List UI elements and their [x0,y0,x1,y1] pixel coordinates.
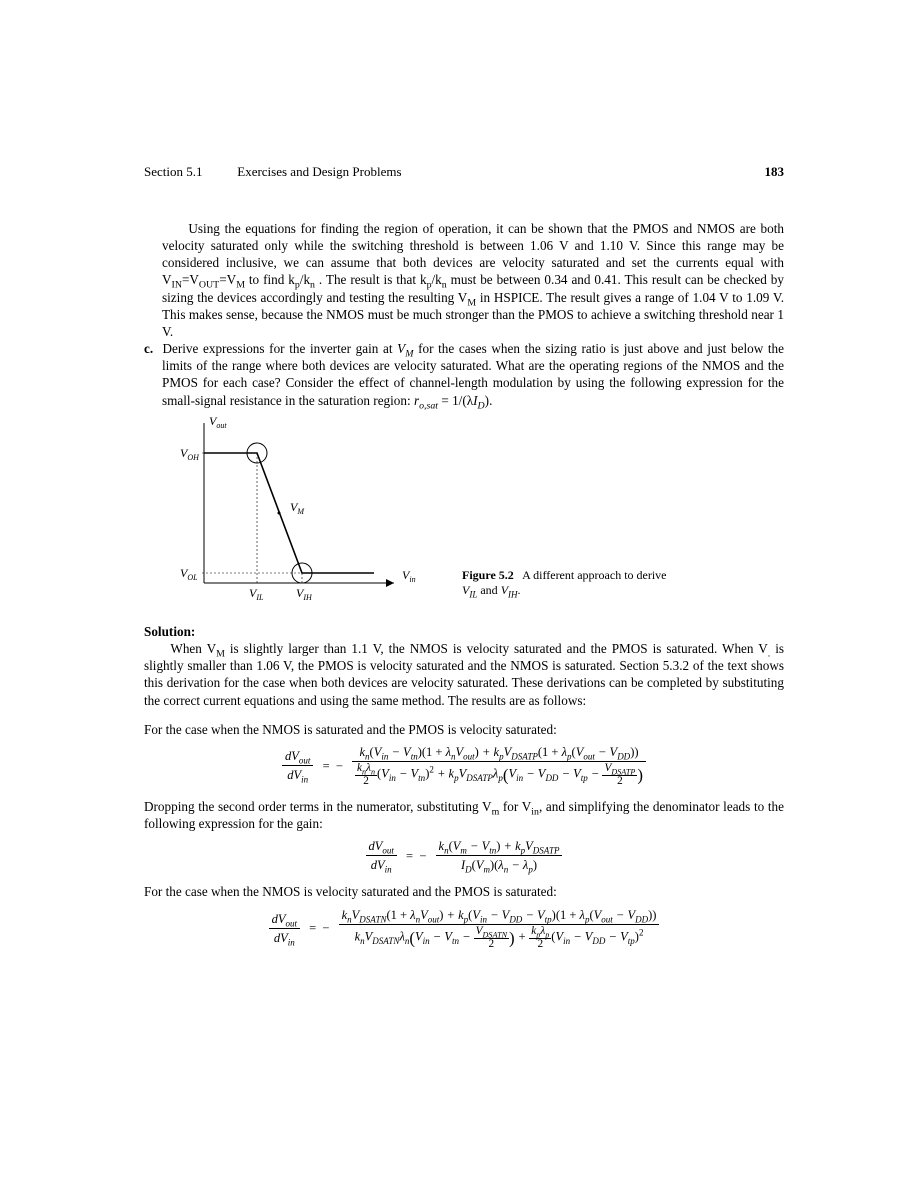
text: ). [485,393,493,408]
case1-intro: For the case when the NMOS is saturated … [144,721,784,738]
var-vil: VIL [462,583,477,597]
svg-text:VOH: VOH [180,446,200,462]
text: to find k [245,272,295,287]
text: = 1/(λ [438,393,473,408]
svg-text:VOL: VOL [180,566,198,582]
solution-heading: Solution: [144,623,784,640]
text: and [477,583,500,597]
text: M [216,641,225,656]
text: is slightly larger than 1.1 V, the NMOS … [225,641,768,656]
problem-c: c. Derive expressions for the inverter g… [144,340,784,409]
equation-case1-simplified: dVout dVin = − kn(Vm − Vtn) + kpVDSATP I… [144,838,784,874]
text: Dropping the second order terms in the n… [144,799,492,814]
var-rosat: ro,sat [414,393,438,408]
var-vm: VM [397,341,413,356]
equation-case2-full: dVout dVin = − knVDSATN(1 + λnVout) + kp… [144,907,784,951]
solution-paragraph: When VM is slightly larger than 1.1 V, t… [144,640,784,709]
page: Section 5.1 Exercises and Design Problem… [144,164,784,960]
text: A different approach to derive [522,568,666,582]
text: IN [172,272,182,287]
svg-text:Vin: Vin [402,568,416,584]
text: in [531,799,539,814]
text: OUT [199,272,219,287]
text: =V [219,272,236,287]
text: . The result is that k [315,272,427,287]
equation-case1-full: dVout dVin = − kn(Vin − Vtn)(1 + λnVout)… [144,744,784,788]
var-id: ID [473,393,485,408]
caption-label: Figure 5.2 [462,568,514,582]
header-title: Exercises and Design Problems [237,164,401,180]
text: =V [182,272,199,287]
text: Derive expressions for the inverter gain… [162,341,397,356]
vtc-plot: Vout Vin VOH VOL VIL VIH VM [144,413,444,617]
svg-text:VIH: VIH [296,586,313,602]
svg-text:VM: VM [290,500,305,516]
body-text: Using the equations for finding the regi… [144,220,784,950]
var-vih: VIH [501,583,518,597]
svg-text:Vout: Vout [209,414,227,430]
page-number: 183 [765,164,785,180]
figure-5-2: Vout Vin VOH VOL VIL VIH VM Figure 5.2 A… [144,413,784,617]
svg-text:VIL: VIL [249,586,264,602]
figure-caption: Figure 5.2 A different approach to deriv… [462,568,667,599]
text: /k [300,272,310,287]
header-section: Section 5.1 [144,164,234,180]
mid-text: Dropping the second order terms in the n… [144,798,784,832]
text: M [236,272,245,287]
case2-intro: For the case when the NMOS is velocity s… [144,883,784,900]
text: for V [499,799,531,814]
text: . [518,583,521,597]
text: /k [432,272,442,287]
text: M [467,290,476,305]
intro-paragraph: Using the equations for finding the regi… [162,220,784,340]
item-label-c: c. [144,341,153,356]
running-header: Section 5.1 Exercises and Design Problem… [144,164,784,180]
text: When V [170,641,216,656]
